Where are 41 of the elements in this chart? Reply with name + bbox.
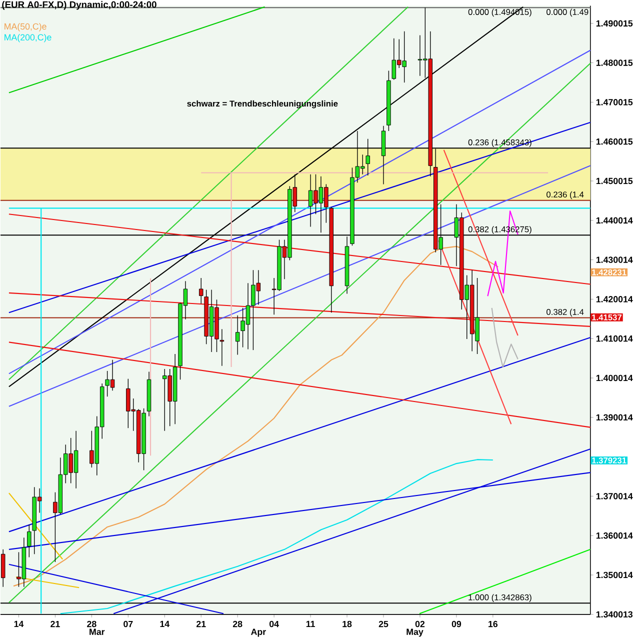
y-tick-label: 1.350014	[596, 572, 633, 578]
x-tick-label: 02	[415, 620, 424, 628]
y-tick-label: 1.490015	[596, 20, 633, 27]
y-tick-label: 1.450015	[596, 178, 633, 184]
x-tick-label: 25	[378, 620, 388, 628]
x-tick-label: 04	[269, 620, 279, 628]
y-tick-label: 1.480015	[596, 60, 633, 66]
annotation: 1.000 (1.342863)	[468, 594, 532, 602]
x-tick-label: 28	[86, 620, 96, 628]
y-tick-label: 1.440014	[596, 217, 633, 224]
x2-tick-label: Apr	[250, 628, 266, 637]
annotation: 0.000 (1.49	[546, 8, 588, 17]
x-tick-label: 21	[50, 620, 60, 628]
y-tick-label: 1.390014	[596, 414, 633, 421]
text: MA(200,C)e	[4, 34, 52, 42]
x-tick-label: 07	[124, 620, 133, 628]
x-tick-label: 28	[232, 620, 242, 628]
y-tick-label: 1.400014	[596, 374, 633, 382]
text: 1.428231	[592, 269, 626, 276]
text: 1.379231	[592, 457, 626, 464]
y-tick-label: 1.460015	[596, 138, 633, 145]
x2-tick-label: Mar	[90, 628, 105, 635]
annotation: 0.382 (1.4	[546, 308, 584, 317]
y-tick-label: 1.370014	[596, 493, 633, 500]
y-tick-label: 1.410014	[596, 335, 633, 342]
x-tick-label: 16	[488, 620, 498, 628]
x-tick-label: 18	[342, 620, 352, 628]
x2-tick-label: May	[406, 628, 424, 637]
annotation: 0.236 (1.4	[546, 191, 584, 200]
x-tick-label: 14	[14, 620, 24, 627]
y-tick-label: 1.420014	[596, 296, 633, 302]
x-tick-label: 21	[196, 620, 206, 628]
text: 1.41537	[592, 314, 622, 320]
y-tick-label: 1.430014	[596, 256, 633, 263]
y-tick-label: 1.340013	[596, 611, 632, 618]
x-tick-label: 14	[160, 620, 170, 627]
x-tick-label: 09	[452, 620, 461, 628]
y-tick-label: 1.470015	[596, 99, 633, 106]
x-tick-label: 11	[306, 620, 315, 627]
text: MA(50,C)e	[4, 23, 46, 32]
y-tick-label: 1.360014	[596, 532, 633, 539]
